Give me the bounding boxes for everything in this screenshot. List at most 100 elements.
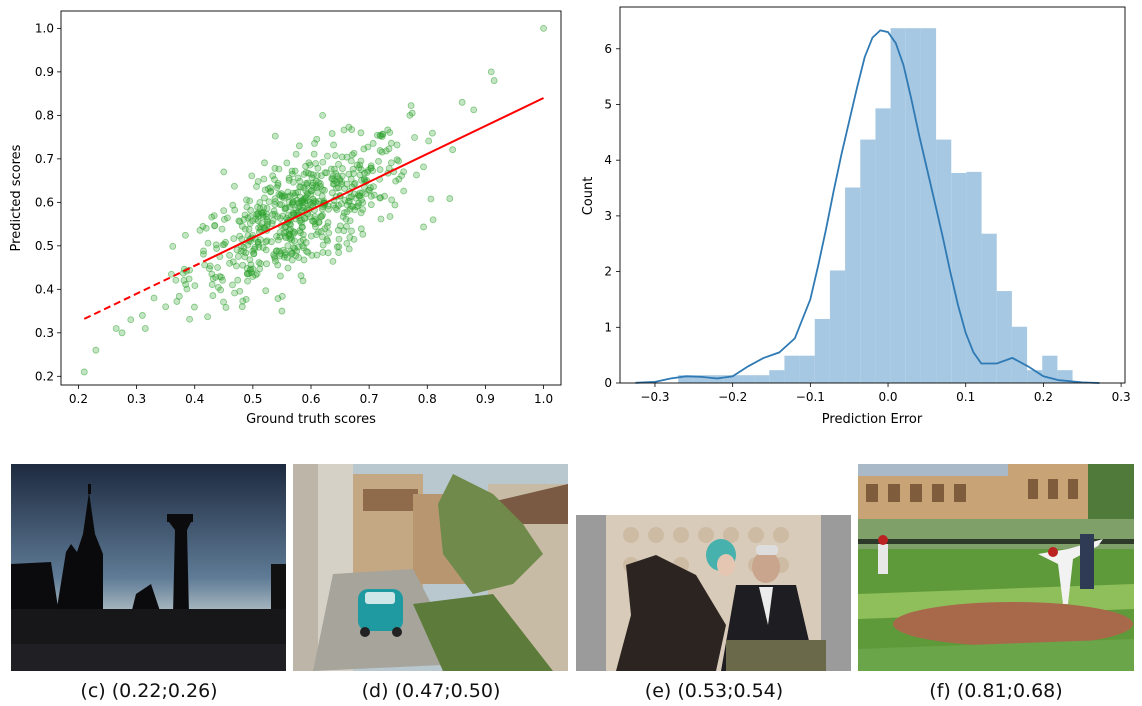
scatter-point xyxy=(199,223,207,230)
scatter-point xyxy=(333,178,341,186)
scatter-point xyxy=(315,197,323,205)
scatter-point xyxy=(540,24,547,32)
scatter-point xyxy=(490,77,498,84)
scatter-point xyxy=(319,158,327,166)
scatter-point xyxy=(313,251,321,259)
scatter-point xyxy=(406,111,414,119)
scatter-point xyxy=(270,207,278,215)
scatter-point xyxy=(413,171,420,179)
scatter-point xyxy=(241,211,249,219)
scatter-point xyxy=(299,242,306,250)
scatter-point xyxy=(332,152,339,159)
scatter-point xyxy=(319,111,327,119)
scatter-point xyxy=(367,184,374,192)
scatter-point xyxy=(284,264,292,272)
scatter-point xyxy=(295,142,303,150)
scatter-point xyxy=(324,249,332,257)
scatter-point xyxy=(222,238,229,246)
scatter-point xyxy=(458,98,466,106)
scatter-point xyxy=(257,260,265,268)
scatter-point xyxy=(313,231,320,238)
scatter-point xyxy=(360,176,368,184)
scatter-point xyxy=(357,209,365,217)
scatter-point xyxy=(182,231,189,239)
scatter-point xyxy=(310,150,318,158)
scatter-point xyxy=(234,276,242,284)
y-tick-label: 0.8 xyxy=(35,108,54,122)
x-tick-label: 0.9 xyxy=(476,392,495,406)
histogram-bars xyxy=(678,28,1073,383)
histogram-bar xyxy=(966,171,982,383)
scatter-point xyxy=(308,251,316,259)
scatter-point xyxy=(300,256,308,264)
scatter-point xyxy=(274,261,282,269)
scatter-point xyxy=(370,191,378,199)
scatter-point xyxy=(220,298,227,306)
scatter-point xyxy=(217,286,225,294)
scatter-point xyxy=(328,130,336,137)
scatter-point xyxy=(285,176,293,184)
scatter-point xyxy=(301,194,309,202)
kde-line xyxy=(635,29,1100,384)
scatter-point xyxy=(350,180,358,188)
scatter-point xyxy=(319,249,327,256)
scatter-point xyxy=(260,175,268,183)
scatter-axes-ticks: 0.2 0.3 0.4 0.5 0.6 0.7 0.8 0.9 1.0 0.2 0.3 0.4 0.5 0… xyxy=(35,21,553,406)
y-tick-label: 0.3 xyxy=(35,326,54,340)
scatter-point xyxy=(220,207,228,215)
scatter-point xyxy=(364,143,372,151)
histogram-bar xyxy=(951,172,967,383)
scatter-point xyxy=(348,227,355,235)
fit-line xyxy=(83,97,544,320)
y-tick-label: 0.9 xyxy=(35,65,54,79)
scatter-point xyxy=(312,177,320,185)
scatter-point xyxy=(240,243,248,251)
caption-c: (c) (0.22;0.26) xyxy=(80,680,218,702)
scatter-point xyxy=(384,126,392,134)
histogram-bar xyxy=(799,355,815,383)
x-tick-label: −0.1 xyxy=(796,390,825,404)
scatter-point xyxy=(313,135,321,143)
scatter-point xyxy=(272,198,279,205)
scatter-point xyxy=(330,165,338,173)
x-tick-label: 0.6 xyxy=(301,392,320,406)
scatter-point xyxy=(307,187,315,195)
histogram-bar xyxy=(678,375,694,383)
scatter-point xyxy=(309,199,317,207)
scatter-point xyxy=(243,203,251,211)
caption-e: (e) (0.53;0.54) xyxy=(644,680,784,702)
fit-line-solid xyxy=(205,97,544,262)
scatter-point xyxy=(212,241,220,249)
scatter-point xyxy=(349,165,357,173)
scatter-plot-frame xyxy=(60,10,562,386)
y-tick-label: 5 xyxy=(604,97,612,111)
scatter-point xyxy=(400,168,408,176)
scatter-point xyxy=(288,167,296,175)
scatter-point xyxy=(446,195,454,202)
y-tick-label: 0.5 xyxy=(35,239,54,253)
scatter-point xyxy=(254,238,262,246)
scatter-point xyxy=(319,186,326,194)
scatter-point xyxy=(429,216,437,224)
x-tick-label: 0.2 xyxy=(69,392,88,406)
kde-curve xyxy=(635,29,1100,384)
scatter-point xyxy=(274,236,282,244)
histogram-bar xyxy=(693,375,709,383)
scatter-point xyxy=(262,287,270,295)
scatter-point xyxy=(253,270,261,278)
scatter-point xyxy=(231,289,238,297)
scatter-point xyxy=(222,304,230,311)
scatter-point xyxy=(385,145,393,153)
caption-f: (f) (0.81;0.68) xyxy=(929,680,1063,702)
histogram-bar xyxy=(936,139,952,383)
scatter-point xyxy=(209,292,217,299)
scatter-point xyxy=(253,183,260,190)
scatter-point xyxy=(80,368,88,376)
scatter-point xyxy=(276,229,284,236)
x-tick-label: 0.7 xyxy=(360,392,379,406)
scatter-point xyxy=(284,242,292,250)
histogram-bar xyxy=(890,28,906,383)
histogram-bar xyxy=(875,108,891,383)
y-tick-label: 0.6 xyxy=(35,195,54,209)
scatter-point xyxy=(378,133,386,140)
